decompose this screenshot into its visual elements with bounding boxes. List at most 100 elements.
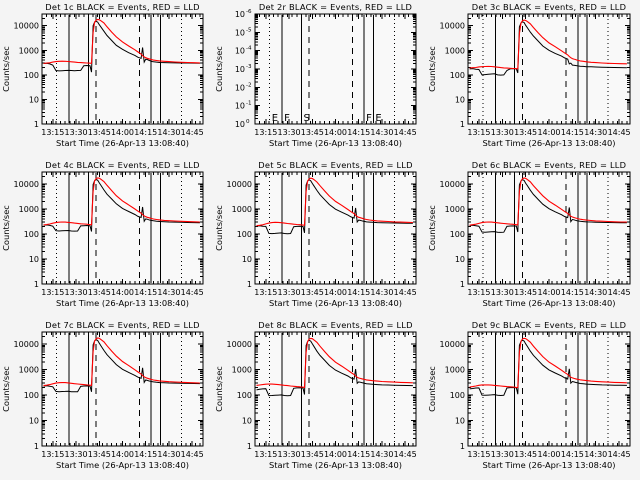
x-tick-label: 13:30	[65, 128, 88, 137]
y-tick-label: 10	[455, 417, 465, 426]
series-lld	[43, 337, 200, 387]
x-axis-label: Start Time (26-Apr-13 13:08:40)	[483, 138, 616, 148]
chart-panel-4: Det 4c BLACK = Events, RED = LLD 1 10 100 10…	[0, 158, 213, 318]
plot-frame	[41, 331, 204, 447]
x-tick-label: 14:30	[584, 450, 607, 459]
y-tick-label: 1000	[19, 46, 39, 55]
y-tick-exponent: -4	[246, 46, 252, 52]
panel-title: Det 5c BLACK = Events, RED = LLD	[258, 160, 412, 170]
x-tick-label: 13:45	[301, 128, 324, 137]
x-tick-label: 14:15	[134, 288, 157, 297]
panel-det-4c: Det 4c BLACK = Events, RED = LLD 1 10 100 10…	[1, 160, 204, 308]
y-tick-label: 10000	[440, 340, 465, 349]
x-tick-label: 13:15	[254, 128, 277, 137]
y-tick-label: 10	[235, 28, 245, 37]
y-tick-label: 10	[455, 255, 465, 264]
y-tick-label: 1	[460, 280, 465, 289]
y-tick-label: 1	[460, 442, 465, 451]
plot-frame	[467, 331, 631, 447]
y-tick-exponent: -2	[246, 82, 252, 88]
y-tick-exponent: -1	[246, 101, 252, 107]
x-tick-label: 14:00	[324, 288, 347, 297]
x-tick-label: 13:45	[514, 288, 537, 297]
panel-title: Det 1c BLACK = Events, RED = LLD	[45, 2, 199, 12]
chart-panel-7: Det 7c BLACK = Events, RED = LLD 1 10 100 10…	[0, 318, 213, 480]
plot-border	[467, 13, 631, 125]
y-tick-label: 10000	[440, 22, 465, 31]
x-tick-label: 13:15	[41, 128, 64, 137]
series-events	[469, 21, 627, 76]
x-tick-label: 13:45	[514, 128, 537, 137]
x-tick-label: 13:30	[65, 450, 88, 459]
x-tick-label: 14:45	[181, 450, 204, 459]
plot-frame	[254, 13, 417, 125]
y-tick-label: 10000	[14, 340, 39, 349]
panel-det-5c: Det 5c BLACK = Events, RED = LLD 1 10 100 10…	[214, 160, 417, 308]
x-tick-label: 13:15	[467, 128, 490, 137]
plot-frame	[467, 171, 631, 285]
x-tick-label: 13:45	[88, 450, 111, 459]
panel-title: Det 8c BLACK = Events, RED = LLD	[258, 320, 412, 330]
x-tick-label: 14:30	[370, 288, 393, 297]
x-tick-label: 13:45	[301, 288, 324, 297]
x-tick-label: 14:30	[157, 128, 180, 137]
y-tick-label: 1000	[232, 366, 252, 375]
series-events	[43, 20, 200, 73]
y-axis-label: Counts/sec	[1, 366, 11, 412]
x-tick-label: 14:30	[584, 288, 607, 297]
y-axis-label: Counts/sec	[1, 46, 11, 92]
y-tick-label: 10	[235, 47, 245, 56]
x-tick-label: 14:15	[561, 450, 584, 459]
x-tick-label: 13:45	[88, 128, 111, 137]
x-tick-label: 14:30	[157, 450, 180, 459]
plot-frame	[41, 13, 204, 125]
y-axis-label: Counts/sec	[427, 366, 437, 412]
x-tick-label: 14:15	[347, 288, 370, 297]
panel-title: Det 3c BLACK = Events, RED = LLD	[472, 2, 626, 12]
panel-title: Det 2r BLACK = Events, RED = LLD	[259, 2, 412, 12]
x-tick-label: 13:30	[491, 288, 514, 297]
panel-det-8c: Det 8c BLACK = Events, RED = LLD 1 10 100 10…	[214, 320, 417, 470]
y-tick-label: 100	[237, 230, 252, 239]
x-axis-label: Start Time (26-Apr-13 13:08:40)	[269, 460, 402, 470]
x-axis-label: Start Time (26-Apr-13 13:08:40)	[269, 138, 402, 148]
y-tick-label: 100	[450, 71, 465, 80]
x-tick-label: 14:45	[181, 288, 204, 297]
x-axis-label: Start Time (26-Apr-13 13:08:40)	[269, 298, 402, 308]
series-lld	[43, 177, 200, 226]
x-tick-label: 13:45	[301, 450, 324, 459]
y-tick-label: 1	[34, 442, 39, 451]
y-tick-label: 1000	[445, 205, 465, 214]
panel-det-7c: Det 7c BLACK = Events, RED = LLD 1 10 100 10…	[1, 320, 204, 470]
series-lld	[43, 18, 200, 65]
y-tick-label: 10000	[14, 22, 39, 31]
chart-panel-6: Det 6c BLACK = Events, RED = LLD 1 10 100 10…	[426, 158, 640, 318]
plot-frame	[254, 331, 417, 447]
y-tick-label: 1000	[19, 205, 39, 214]
y-tick-exponent: -3	[246, 64, 252, 70]
y-tick-label: 10	[235, 65, 245, 74]
marker-label-E: E	[375, 113, 381, 124]
series-events	[469, 179, 627, 233]
series-lld	[256, 177, 413, 227]
chart-panel-8: Det 8c BLACK = Events, RED = LLD 1 10 100 10…	[213, 318, 426, 480]
panel-det-9c: Det 9c BLACK = Events, RED = LLD 1 10 100 10…	[427, 320, 631, 470]
x-tick-label: 13:30	[65, 288, 88, 297]
y-axis-label: Counts/sec	[214, 46, 224, 92]
panel-det-1c: Det 1c BLACK = Events, RED = LLD 1 10 100 10…	[1, 2, 204, 148]
y-tick-label: 10	[29, 417, 39, 426]
x-tick-label: 13:15	[254, 288, 277, 297]
y-tick-label: 10	[455, 95, 465, 104]
x-tick-label: 14:00	[324, 450, 347, 459]
x-tick-label: 14:15	[561, 128, 584, 137]
panel-title: Det 7c BLACK = Events, RED = LLD	[45, 320, 199, 330]
x-tick-label: 13:30	[278, 450, 301, 459]
x-tick-label: 14:45	[181, 128, 204, 137]
chart-panel-5: Det 5c BLACK = Events, RED = LLD 1 10 100 10…	[213, 158, 426, 318]
plot-border	[467, 331, 631, 447]
y-tick-label: 1	[247, 442, 252, 451]
y-tick-label: 10000	[227, 180, 252, 189]
plot-border	[254, 171, 417, 285]
series-lld	[256, 337, 413, 389]
x-tick-label: 13:15	[467, 450, 490, 459]
